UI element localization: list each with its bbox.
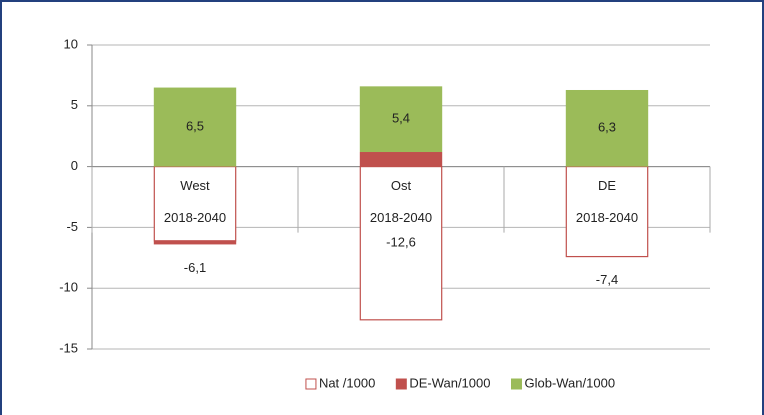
y-tick-label: 5 xyxy=(71,97,78,112)
data-label: 6,5 xyxy=(186,119,204,134)
data-label: -12,6 xyxy=(386,235,416,250)
data-label: -7,4 xyxy=(596,272,618,287)
category-label: 2018-2040 xyxy=(164,210,226,225)
data-label: -6,1 xyxy=(184,260,206,275)
legend-swatch xyxy=(395,378,407,390)
y-tick-label: -10 xyxy=(59,280,78,295)
bar-segment xyxy=(359,152,443,167)
data-label: 5,4 xyxy=(392,111,410,126)
bar-segment xyxy=(359,86,443,153)
bar-segment xyxy=(565,89,649,167)
category-label: Ost xyxy=(391,178,412,193)
category-label: 2018-2040 xyxy=(370,210,432,225)
category-label: DE xyxy=(598,178,616,193)
category-label: 2018-2040 xyxy=(576,210,638,225)
legend-label: DE-Wan/1000 xyxy=(409,375,490,390)
bar-segment xyxy=(359,166,443,321)
legend-swatch xyxy=(510,378,522,390)
y-tick-label: 10 xyxy=(64,36,78,51)
bar-segment xyxy=(153,87,237,167)
category-label: West xyxy=(180,178,210,193)
legend-label: Glob-Wan/1000 xyxy=(524,375,615,390)
y-tick-label: 0 xyxy=(71,158,78,173)
data-label: 6,3 xyxy=(598,120,616,135)
bar-segment xyxy=(153,240,237,245)
y-tick-label: -15 xyxy=(59,340,78,355)
legend-swatch xyxy=(305,378,317,390)
y-tick-label: -5 xyxy=(66,219,78,234)
legend-label: Nat /1000 xyxy=(319,375,375,390)
